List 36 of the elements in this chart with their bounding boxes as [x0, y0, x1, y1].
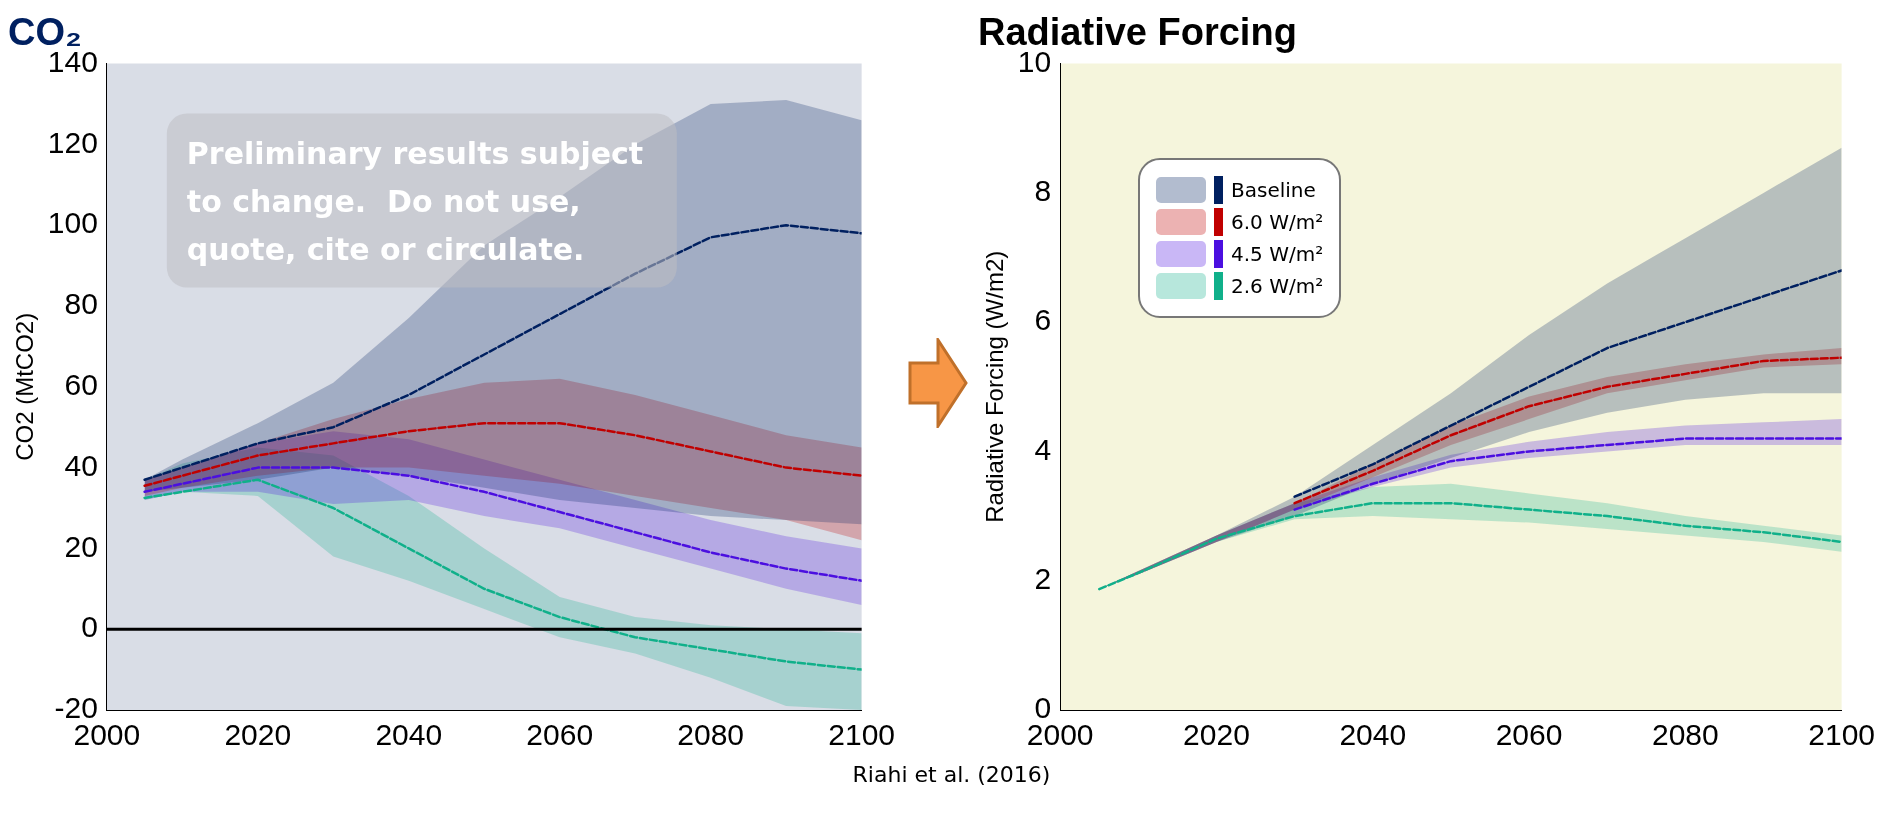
line-series	[1097, 501, 1842, 591]
y-tick-label: 10	[1017, 44, 1052, 78]
legend-label: 6.0 W/m²	[1231, 210, 1324, 234]
text: Riahi et al. (2016)	[851, 762, 1052, 787]
y-tick-label: 6	[1034, 303, 1052, 337]
y-tick-label: 60	[64, 368, 98, 402]
line-series	[143, 466, 862, 582]
y-axis-title: Radiative Forcing (W/m2)	[981, 250, 1009, 523]
y-tick-label: 100	[47, 206, 98, 240]
y-axis-title: CO2 (MtCO2)	[11, 312, 39, 461]
y-tick-label: 120	[47, 125, 98, 159]
y-tick-label: 20	[64, 529, 98, 563]
y-tick-label: 8	[1034, 174, 1052, 208]
x-tick-label: 2040	[375, 718, 443, 752]
line-series	[1293, 356, 1842, 505]
line-series	[143, 223, 862, 481]
line-series	[143, 421, 862, 488]
line-series	[143, 478, 862, 671]
x-tick-label: 2040	[1339, 718, 1407, 752]
line-series	[1293, 437, 1842, 511]
x-tick-label: 2080	[1651, 718, 1719, 752]
legend-label: 2.6 W/m²	[1231, 274, 1324, 298]
x-tick-label: 2080	[677, 718, 745, 752]
x-tick-label: 2060	[526, 718, 594, 752]
y-tick-label: 0	[81, 610, 98, 644]
y-tick-label: 40	[64, 448, 98, 482]
y-tick-label: 2	[1034, 561, 1052, 595]
x-tick-label: 2060	[1495, 718, 1563, 752]
x-tick-label: 2020	[1183, 718, 1250, 752]
legend-label: Baseline	[1231, 178, 1316, 202]
y-tick-label: 80	[64, 287, 98, 321]
x-tick-label: 2020	[224, 718, 292, 752]
x-tick-label: 2100	[828, 718, 896, 752]
legend-label: 4.5 W/m²	[1231, 242, 1324, 266]
y-tick-label: 4	[1034, 432, 1052, 466]
x-tick-label: 2100	[1808, 718, 1876, 752]
